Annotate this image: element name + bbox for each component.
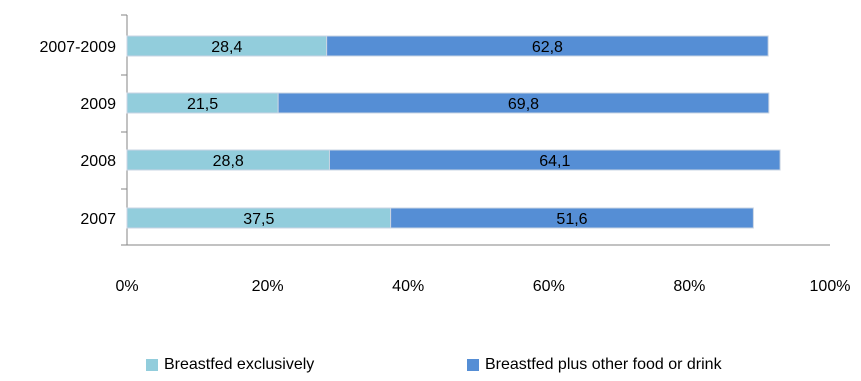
x-tick-label: 100% <box>810 278 851 295</box>
x-tick-label: 0% <box>115 278 138 295</box>
x-tick-label: 40% <box>392 278 424 295</box>
legend: Breastfed exclusively Breastfed plus oth… <box>0 356 861 378</box>
data-label: 28,8 <box>213 153 244 170</box>
data-label: 21,5 <box>187 96 218 113</box>
bar-plus-other <box>390 207 754 229</box>
legend-item-breastfed-plus-other: Breastfed plus other food or drink <box>467 356 722 374</box>
x-tick-label: 20% <box>252 278 284 295</box>
bar-plus-other <box>326 35 769 57</box>
legend-swatch-exclusively <box>146 359 158 371</box>
x-tick-label: 60% <box>533 278 565 295</box>
legend-swatch-plus-other <box>467 359 479 371</box>
y-tick-label: 2009 <box>80 96 116 113</box>
data-label: 37,5 <box>243 211 274 228</box>
legend-item-breastfed-exclusively: Breastfed exclusively <box>146 356 314 374</box>
data-label: 51,6 <box>556 211 587 228</box>
data-label: 69,8 <box>508 96 539 113</box>
data-label: 64,1 <box>539 153 570 170</box>
x-tick-label: 80% <box>673 278 705 295</box>
y-tick-label: 2007 <box>80 211 116 228</box>
legend-label-plus-other: Breastfed plus other food or drink <box>485 356 722 373</box>
bar-plus-other <box>328 149 781 171</box>
data-label: 28,4 <box>211 39 242 56</box>
y-tick-label: 2007-2009 <box>39 39 116 56</box>
data-label: 62,8 <box>532 39 563 56</box>
y-tick-label: 2008 <box>80 153 116 170</box>
legend-label-exclusively: Breastfed exclusively <box>164 356 315 373</box>
bar-plus-other <box>277 92 770 114</box>
